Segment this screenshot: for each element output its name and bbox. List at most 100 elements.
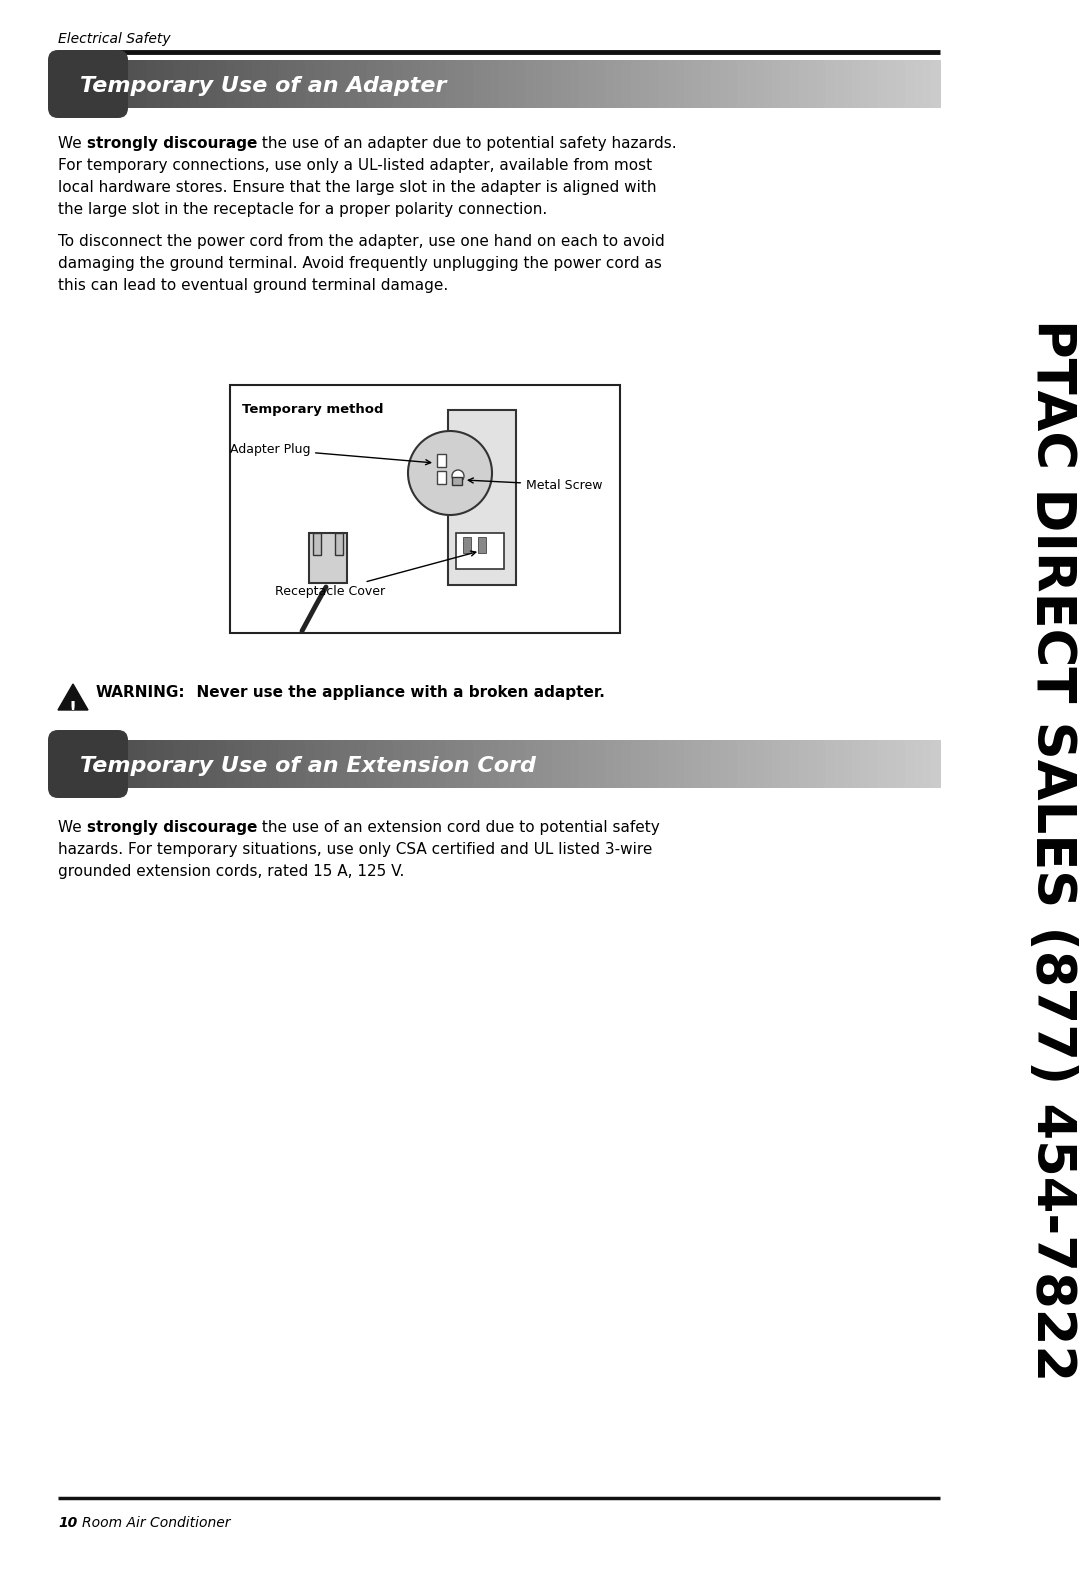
Bar [816,60,826,108]
Bar [261,60,271,108]
Bar [58,60,68,108]
Bar [569,739,579,788]
Bar [675,739,685,788]
Bar [914,739,923,788]
Bar [516,60,526,108]
Bar [719,739,729,788]
Bar [579,60,589,108]
Bar [446,60,456,108]
Bar [376,60,386,108]
Bar [482,60,491,108]
Text: damaging the ground terminal. Avoid frequently unplugging the power cord as: damaging the ground terminal. Avoid freq… [58,256,662,271]
Bar [252,739,261,788]
Bar [393,739,403,788]
Bar [129,60,138,108]
Bar [279,739,288,788]
Bar [861,60,870,108]
Text: Adapter Plug: Adapter Plug [229,443,431,465]
Bar [685,739,694,788]
Bar [843,739,853,788]
Bar [199,60,208,108]
Bar [478,537,486,552]
Text: strongly discourage: strongly discourage [86,136,257,150]
Bar [887,60,896,108]
Bar [76,739,85,788]
Bar [103,60,112,108]
Bar [367,739,377,788]
Bar [120,60,130,108]
Bar [279,60,288,108]
Bar [357,739,367,788]
Bar [596,60,606,108]
Bar [852,739,862,788]
Bar [455,739,464,788]
Bar [323,60,333,108]
Bar [772,739,782,788]
Bar [622,739,632,788]
Bar [332,60,341,108]
Bar [463,537,471,552]
Bar [711,739,720,788]
Text: WARNING:: WARNING: [96,685,186,700]
Bar [217,739,227,788]
Bar [746,739,756,788]
Text: Receptacle Cover: Receptacle Cover [275,551,476,598]
Bar [588,60,597,108]
Bar [922,739,932,788]
Bar [173,60,183,108]
Bar [808,739,818,788]
Bar [437,60,447,108]
Bar [314,60,324,108]
Bar [764,739,773,788]
FancyBboxPatch shape [48,730,129,798]
Bar [226,60,235,108]
Text: Temporary Use of an Extension Cord: Temporary Use of an Extension Cord [80,757,536,776]
Bar [791,60,800,108]
Text: the use of an extension cord due to potential safety: the use of an extension cord due to pote… [257,820,660,834]
Bar [230,385,620,633]
Bar [340,739,350,788]
Bar [410,60,420,108]
Bar [499,60,509,108]
Bar [632,739,642,788]
Bar [463,60,473,108]
Text: local hardware stores. Ensure that the large slot in the adapter is aligned with: local hardware stores. Ensure that the l… [58,180,657,195]
Bar [164,739,174,788]
Bar [569,60,579,108]
Bar [156,739,165,788]
Text: For temporary connections, use only a UL-listed adapter, available from most: For temporary connections, use only a UL… [58,158,652,173]
Bar [103,739,112,788]
Bar [579,739,589,788]
Bar [658,739,667,788]
Bar [243,60,253,108]
Bar [402,60,411,108]
Bar [632,60,642,108]
Bar [137,60,147,108]
FancyBboxPatch shape [48,51,129,119]
Bar [181,739,191,788]
Bar [76,60,85,108]
Bar [613,60,623,108]
Bar [296,739,306,788]
Bar [738,739,747,788]
Bar [852,60,862,108]
Bar [437,454,446,467]
Bar [208,60,218,108]
Bar [146,60,156,108]
Bar [226,739,235,788]
Text: Temporary Use of an Adapter: Temporary Use of an Adapter [80,76,446,97]
Circle shape [453,470,464,481]
Text: Never use the appliance with a broken adapter.: Never use the appliance with a broken ad… [186,685,605,700]
Bar [420,60,430,108]
Bar [791,739,800,788]
Bar [702,739,712,788]
Bar [335,533,343,556]
Bar [649,739,659,788]
Bar [508,739,517,788]
Bar [772,60,782,108]
Bar [552,60,562,108]
Text: this can lead to eventual ground terminal damage.: this can lead to eventual ground termina… [58,279,448,293]
Bar [270,739,280,788]
Text: the use of an adapter due to potential safety hazards.: the use of an adapter due to potential s… [257,136,677,150]
Bar [146,739,156,788]
